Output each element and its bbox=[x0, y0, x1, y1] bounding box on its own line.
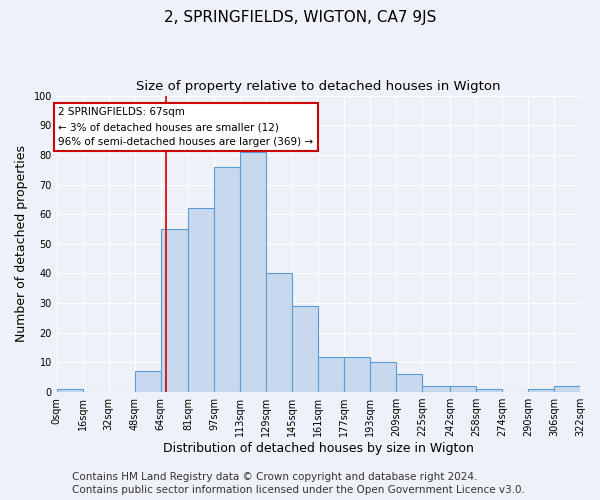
Title: Size of property relative to detached houses in Wigton: Size of property relative to detached ho… bbox=[136, 80, 500, 93]
Bar bbox=[57, 389, 83, 392]
Bar bbox=[344, 356, 370, 392]
Bar bbox=[241, 152, 266, 392]
Bar bbox=[528, 389, 554, 392]
Text: 2, SPRINGFIELDS, WIGTON, CA7 9JS: 2, SPRINGFIELDS, WIGTON, CA7 9JS bbox=[164, 10, 436, 25]
X-axis label: Distribution of detached houses by size in Wigton: Distribution of detached houses by size … bbox=[163, 442, 474, 455]
Y-axis label: Number of detached properties: Number of detached properties bbox=[15, 146, 28, 342]
Bar bbox=[476, 389, 502, 392]
Bar bbox=[450, 386, 476, 392]
Bar bbox=[397, 374, 422, 392]
Bar bbox=[214, 166, 241, 392]
Bar bbox=[161, 229, 188, 392]
Text: 2 SPRINGFIELDS: 67sqm
← 3% of detached houses are smaller (12)
96% of semi-detac: 2 SPRINGFIELDS: 67sqm ← 3% of detached h… bbox=[58, 108, 314, 147]
Bar bbox=[135, 372, 161, 392]
Bar bbox=[292, 306, 319, 392]
Text: Contains HM Land Registry data © Crown copyright and database right 2024.
Contai: Contains HM Land Registry data © Crown c… bbox=[72, 472, 525, 495]
Bar bbox=[266, 274, 292, 392]
Bar bbox=[188, 208, 214, 392]
Bar bbox=[370, 362, 397, 392]
Bar bbox=[422, 386, 450, 392]
Bar bbox=[319, 356, 344, 392]
Bar bbox=[554, 386, 580, 392]
